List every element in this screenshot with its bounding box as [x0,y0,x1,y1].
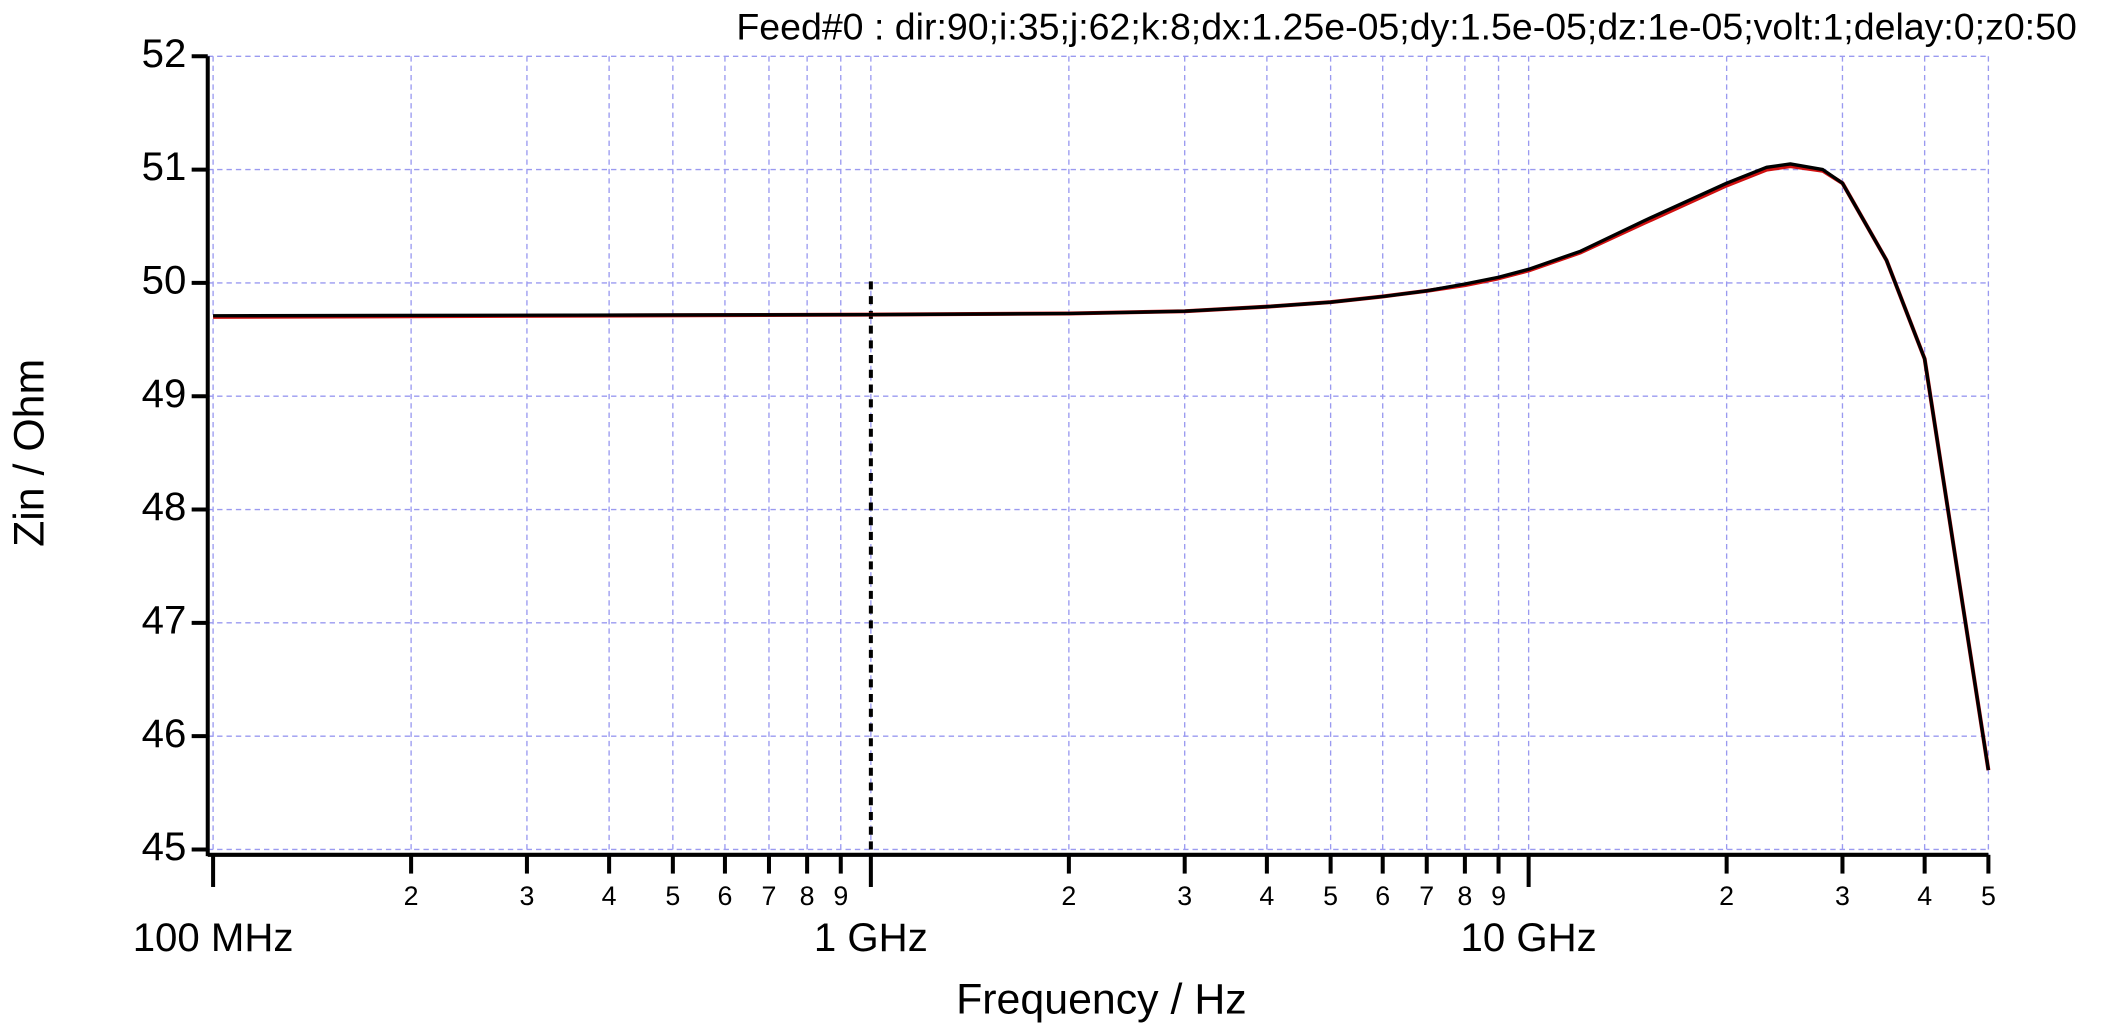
y-tick-label: 48 [142,484,187,529]
y-tick-label: 47 [142,597,187,642]
x-tick-label: 10 GHz [1461,915,1597,960]
x-tick-label: 9 [1491,881,1506,911]
x-tick-label: 3 [519,881,534,911]
y-tick-label: 45 [142,824,187,869]
x-tick-label: 2 [1719,881,1734,911]
series-line [213,164,1991,771]
x-tick-label: 5 [665,881,680,911]
x-tick-label: 100 MHz [133,915,294,960]
x-tick-label: 6 [717,881,732,911]
x-tick-label: 5 [1981,881,1996,911]
x-tick-label: 2 [1061,881,1076,911]
x-tick-label: 8 [1457,881,1472,911]
x-tick-label: 8 [800,881,815,911]
series-line [213,162,1991,771]
y-tick-label: 52 [142,31,187,76]
x-tick-label: 1 GHz [814,915,928,960]
x-tick-label: 9 [833,881,848,911]
x-tick-label: 3 [1177,881,1192,911]
y-tick-label: 46 [142,711,187,756]
x-tick-label: 6 [1375,881,1390,911]
x-tick-label: 4 [1259,881,1274,911]
x-tick-label: 5 [1323,881,1338,911]
x-axis-label: Frequency / Hz [956,976,1247,1024]
x-tick-label: 3 [1835,881,1850,911]
y-tick-label: 50 [142,258,187,303]
x-tick-label: 2 [404,881,419,911]
chart-title: Feed#0 : dir:90;i:35;j:62;k:8;dx:1.25e-0… [736,5,2076,47]
x-tick-label: 4 [602,881,617,911]
y-axis-label: Zin / Ohm [6,359,54,547]
x-tick-label: 7 [762,881,777,911]
x-tick-label: 4 [1917,881,1932,911]
y-tick-label: 51 [142,144,187,189]
y-tick-label: 49 [142,371,187,416]
x-tick-label: 7 [1419,881,1434,911]
